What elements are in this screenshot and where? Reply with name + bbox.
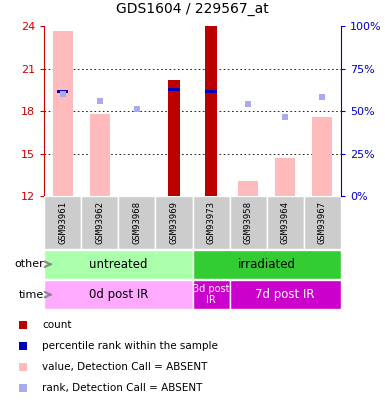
Bar [206, 26, 217, 196]
Bar [156, 196, 192, 249]
Text: value, Detection Call = ABSENT: value, Detection Call = ABSENT [42, 362, 208, 372]
Bar [229, 280, 341, 309]
Text: 3d post
IR: 3d post IR [193, 284, 229, 305]
Text: irradiated: irradiated [238, 258, 296, 271]
Bar [312, 117, 332, 196]
Bar [168, 80, 179, 196]
Text: GSM93958: GSM93958 [244, 201, 253, 244]
Bar [57, 90, 69, 93]
Bar [44, 196, 81, 249]
Text: GDS1604 / 229567_at: GDS1604 / 229567_at [116, 2, 269, 16]
Bar [238, 181, 258, 196]
Text: GSM93973: GSM93973 [206, 201, 216, 244]
Bar [81, 196, 119, 249]
Text: 7d post IR: 7d post IR [255, 288, 315, 301]
Bar [192, 280, 229, 309]
Text: other: other [15, 259, 44, 269]
Text: percentile rank within the sample: percentile rank within the sample [42, 341, 218, 351]
Bar [90, 114, 110, 196]
Text: untreated: untreated [89, 258, 147, 271]
Text: time: time [19, 290, 44, 300]
Bar [168, 88, 179, 91]
Text: rank, Detection Call = ABSENT: rank, Detection Call = ABSENT [42, 383, 203, 392]
Bar [267, 196, 304, 249]
Bar [275, 158, 295, 196]
Text: GSM93968: GSM93968 [132, 201, 141, 244]
Text: GSM93964: GSM93964 [281, 201, 290, 244]
Text: count: count [42, 320, 72, 330]
Text: GSM93969: GSM93969 [169, 201, 179, 244]
Bar [192, 196, 229, 249]
Bar [119, 196, 156, 249]
Text: 0d post IR: 0d post IR [89, 288, 148, 301]
Bar [229, 196, 266, 249]
Bar [44, 280, 192, 309]
Bar [192, 249, 341, 279]
Bar [44, 249, 192, 279]
Text: GSM93967: GSM93967 [318, 201, 327, 244]
Bar [53, 31, 73, 196]
Text: GSM93961: GSM93961 [58, 201, 67, 244]
Bar [304, 196, 341, 249]
Bar [206, 90, 217, 93]
Text: GSM93962: GSM93962 [95, 201, 104, 244]
